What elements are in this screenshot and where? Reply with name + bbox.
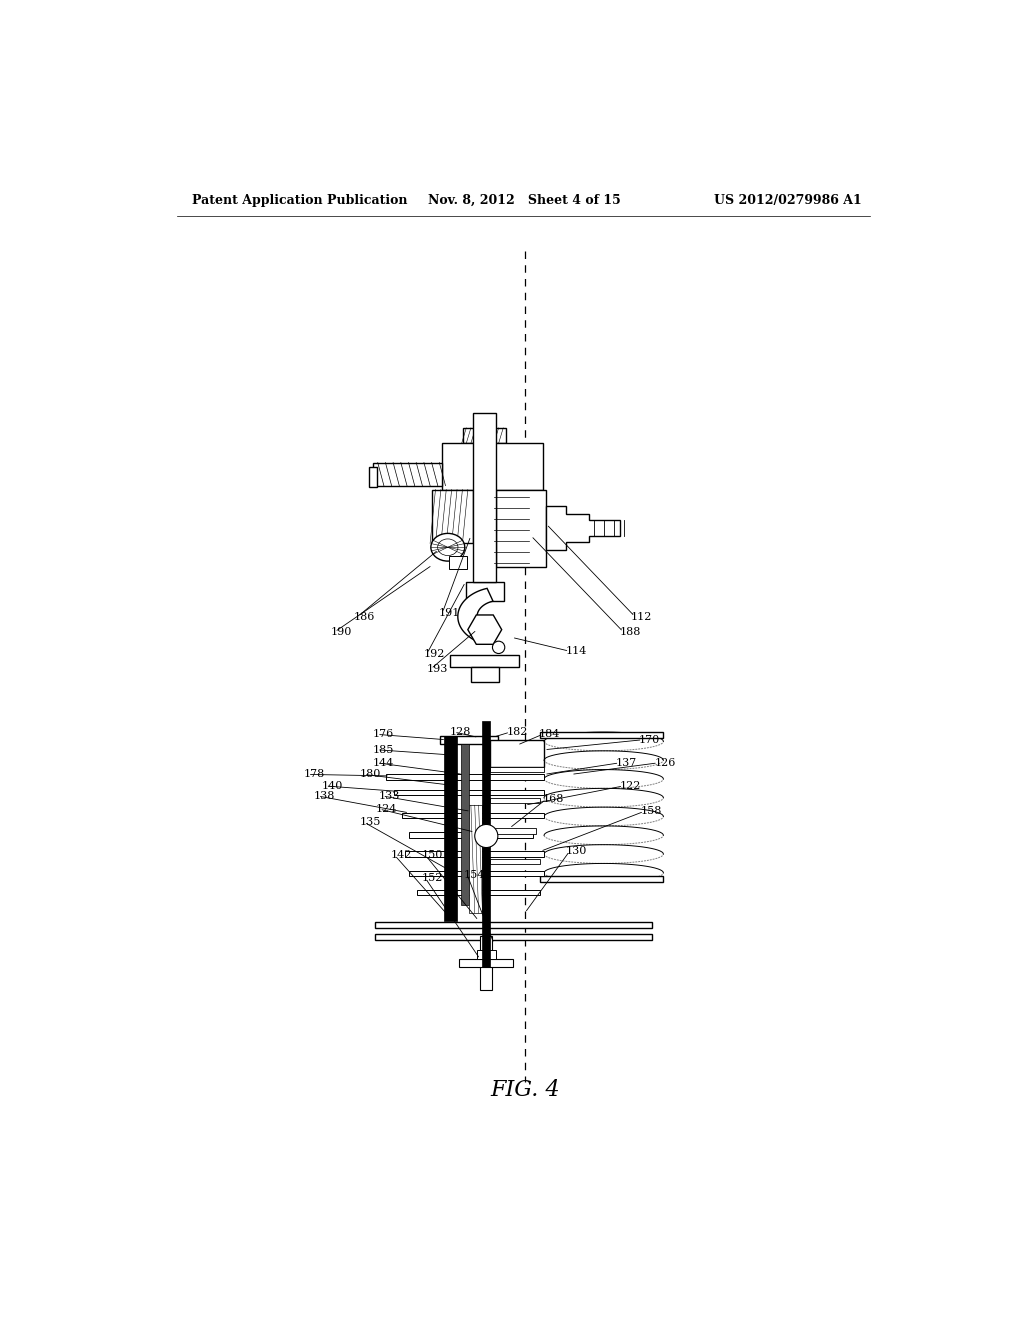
- Text: 133: 133: [379, 791, 400, 801]
- Ellipse shape: [437, 539, 458, 556]
- Text: 190: 190: [331, 627, 352, 638]
- Bar: [477, 950, 496, 960]
- Text: 191: 191: [438, 607, 460, 618]
- Text: 154: 154: [463, 870, 484, 879]
- Text: 112: 112: [631, 611, 652, 622]
- Text: 178: 178: [304, 770, 325, 779]
- Text: 176: 176: [373, 730, 394, 739]
- Bar: [490, 797, 541, 803]
- Bar: [451, 655, 519, 667]
- Bar: [449, 557, 467, 569]
- Text: 130: 130: [565, 846, 587, 857]
- Text: 137: 137: [615, 758, 637, 768]
- Text: 122: 122: [620, 781, 641, 791]
- Text: 158: 158: [640, 807, 662, 816]
- Text: FIG. 4: FIG. 4: [490, 1080, 559, 1101]
- Bar: [490, 859, 541, 865]
- Bar: [444, 737, 457, 921]
- Bar: [473, 413, 497, 582]
- Bar: [541, 876, 664, 882]
- Text: 168: 168: [543, 795, 564, 804]
- Text: 188: 188: [620, 627, 641, 638]
- Bar: [417, 890, 541, 895]
- Polygon shape: [458, 589, 493, 640]
- Bar: [394, 789, 544, 795]
- Bar: [490, 739, 544, 767]
- Text: 128: 128: [451, 727, 471, 737]
- Bar: [490, 767, 544, 772]
- Text: 180: 180: [360, 770, 381, 779]
- Circle shape: [493, 642, 505, 653]
- Bar: [463, 428, 506, 444]
- Text: 135: 135: [360, 817, 381, 828]
- Text: 150: 150: [422, 850, 443, 861]
- Text: 170: 170: [639, 735, 660, 744]
- Text: 185: 185: [373, 744, 394, 755]
- Bar: [375, 923, 652, 928]
- Text: 184: 184: [539, 730, 560, 739]
- Text: 193: 193: [427, 664, 449, 675]
- Bar: [461, 743, 469, 906]
- Text: 140: 140: [322, 781, 343, 791]
- Bar: [373, 462, 442, 486]
- Bar: [440, 737, 498, 743]
- Text: 152: 152: [422, 874, 443, 883]
- Text: 144: 144: [373, 758, 394, 768]
- Bar: [401, 813, 544, 818]
- Bar: [469, 805, 482, 913]
- Text: 142: 142: [391, 850, 413, 861]
- Bar: [541, 733, 664, 738]
- Text: 138: 138: [313, 791, 335, 801]
- Bar: [442, 444, 543, 490]
- Text: 192: 192: [423, 648, 444, 659]
- Bar: [460, 960, 513, 966]
- Bar: [370, 467, 377, 487]
- Text: US 2012/0279986 A1: US 2012/0279986 A1: [715, 194, 862, 207]
- Bar: [482, 721, 490, 966]
- Bar: [471, 667, 499, 682]
- Bar: [410, 871, 544, 876]
- Bar: [386, 775, 544, 780]
- Text: 126: 126: [654, 758, 676, 768]
- Ellipse shape: [431, 533, 465, 561]
- Text: 186: 186: [354, 611, 375, 622]
- Bar: [480, 936, 493, 990]
- Bar: [466, 582, 504, 601]
- Circle shape: [475, 825, 498, 847]
- Text: 124: 124: [376, 804, 396, 814]
- Text: Patent Application Publication: Patent Application Publication: [193, 194, 408, 207]
- Bar: [406, 851, 544, 857]
- Polygon shape: [547, 507, 620, 549]
- Text: 114: 114: [565, 647, 587, 656]
- Text: Nov. 8, 2012   Sheet 4 of 15: Nov. 8, 2012 Sheet 4 of 15: [428, 194, 622, 207]
- Bar: [410, 832, 532, 838]
- Text: 182: 182: [506, 727, 527, 737]
- Bar: [375, 933, 652, 940]
- Bar: [490, 829, 537, 834]
- Bar: [497, 490, 547, 566]
- Bar: [432, 490, 473, 544]
